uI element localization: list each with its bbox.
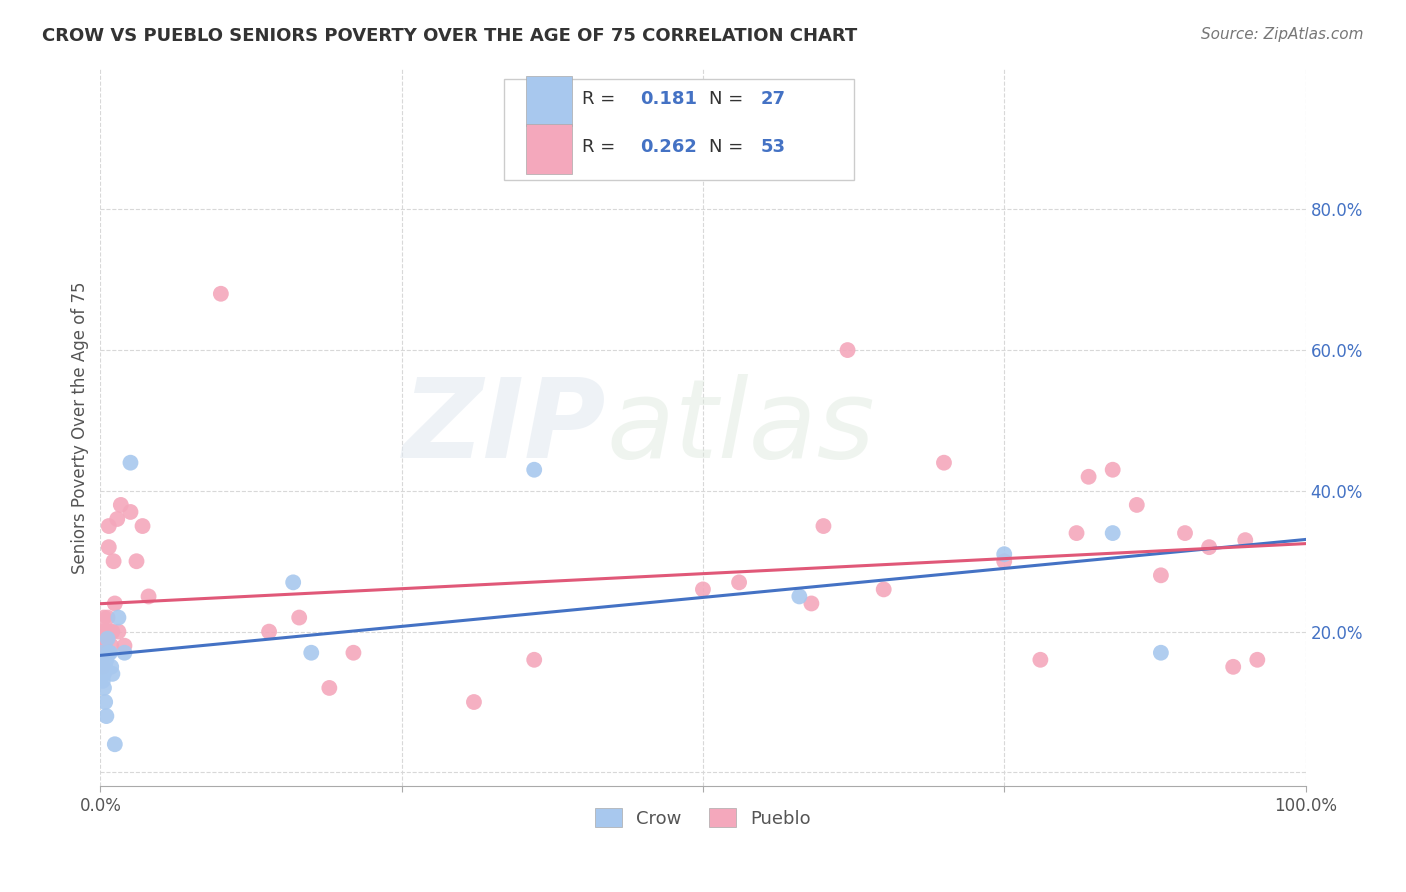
Point	[110, 498, 132, 512]
Point	[283, 575, 305, 590]
Point	[342, 646, 364, 660]
Point	[463, 695, 485, 709]
Point	[101, 666, 124, 681]
Point	[837, 343, 859, 357]
Point	[257, 624, 280, 639]
Point	[873, 582, 896, 597]
Text: 0.181: 0.181	[640, 90, 697, 109]
Point	[100, 660, 122, 674]
Point	[692, 582, 714, 597]
Point	[318, 681, 340, 695]
Point	[101, 624, 124, 639]
Text: CROW VS PUEBLO SENIORS POVERTY OVER THE AGE OF 75 CORRELATION CHART: CROW VS PUEBLO SENIORS POVERTY OVER THE …	[42, 27, 858, 45]
Point	[97, 646, 120, 660]
Text: 27: 27	[761, 90, 786, 109]
Text: Source: ZipAtlas.com: Source: ZipAtlas.com	[1201, 27, 1364, 42]
Point	[209, 286, 232, 301]
Point	[93, 681, 115, 695]
Point	[103, 554, 125, 568]
Point	[96, 709, 118, 723]
Point	[90, 653, 112, 667]
Point	[96, 646, 118, 660]
Point	[97, 540, 120, 554]
Point	[97, 624, 120, 639]
Point	[728, 575, 751, 590]
Point	[523, 463, 546, 477]
Point	[93, 666, 115, 681]
Text: atlas: atlas	[606, 374, 875, 481]
Point	[105, 512, 128, 526]
FancyBboxPatch shape	[526, 76, 572, 126]
Point	[1066, 526, 1088, 541]
Text: ZIP: ZIP	[404, 374, 606, 481]
Point	[1126, 498, 1149, 512]
Legend: Crow, Pueblo: Crow, Pueblo	[588, 801, 818, 835]
Point	[1101, 463, 1123, 477]
Text: R =: R =	[582, 90, 621, 109]
FancyBboxPatch shape	[526, 124, 572, 174]
Point	[94, 639, 117, 653]
Point	[90, 639, 112, 653]
Point	[100, 639, 122, 653]
Y-axis label: Seniors Poverty Over the Age of 75: Seniors Poverty Over the Age of 75	[72, 281, 89, 574]
Point	[96, 653, 118, 667]
Point	[104, 737, 127, 751]
Point	[813, 519, 835, 533]
Point	[96, 632, 118, 646]
Point	[1174, 526, 1197, 541]
Point	[1222, 660, 1244, 674]
Point	[104, 597, 127, 611]
Point	[125, 554, 148, 568]
Text: R =: R =	[582, 138, 621, 156]
Point	[114, 646, 136, 660]
Point	[1150, 646, 1173, 660]
Point	[107, 610, 129, 624]
Point	[98, 624, 121, 639]
Point	[288, 610, 311, 624]
Point	[1234, 533, 1257, 548]
Point	[91, 624, 114, 639]
Point	[993, 547, 1015, 561]
Point	[94, 660, 117, 674]
Point	[1150, 568, 1173, 582]
Point	[91, 653, 114, 667]
Point	[107, 624, 129, 639]
Point	[1198, 540, 1220, 554]
Point	[523, 653, 546, 667]
Point	[131, 519, 153, 533]
Point	[120, 505, 142, 519]
Text: N =: N =	[709, 90, 749, 109]
Point	[91, 660, 114, 674]
Point	[1246, 653, 1268, 667]
Point	[932, 456, 955, 470]
Point	[1029, 653, 1052, 667]
Point	[93, 660, 115, 674]
Point	[120, 456, 142, 470]
Text: 53: 53	[761, 138, 786, 156]
Point	[90, 666, 112, 681]
Point	[97, 519, 120, 533]
Point	[97, 610, 120, 624]
Point	[94, 695, 117, 709]
Text: 0.262: 0.262	[640, 138, 697, 156]
Point	[94, 624, 117, 639]
Point	[1077, 469, 1099, 483]
Point	[93, 610, 115, 624]
Point	[97, 632, 120, 646]
Text: N =: N =	[709, 138, 749, 156]
Point	[91, 673, 114, 688]
Point	[138, 590, 160, 604]
Point	[90, 646, 112, 660]
Point	[93, 646, 115, 660]
Point	[1101, 526, 1123, 541]
Point	[789, 590, 811, 604]
Point	[800, 597, 823, 611]
Point	[114, 639, 136, 653]
Point	[98, 646, 121, 660]
Point	[993, 554, 1015, 568]
Point	[299, 646, 322, 660]
FancyBboxPatch shape	[505, 79, 853, 180]
